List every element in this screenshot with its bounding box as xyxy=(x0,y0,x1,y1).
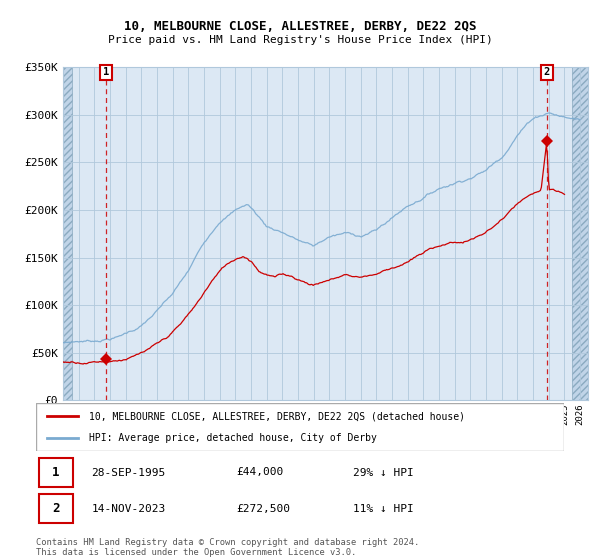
Text: 2: 2 xyxy=(544,67,550,77)
Bar xyxy=(63,67,73,400)
Text: Contains HM Land Registry data © Crown copyright and database right 2024.
This d: Contains HM Land Registry data © Crown c… xyxy=(36,538,419,557)
Text: £272,500: £272,500 xyxy=(236,504,290,514)
Text: 1: 1 xyxy=(52,466,59,479)
Text: 10, MELBOURNE CLOSE, ALLESTREE, DERBY, DE22 2QS: 10, MELBOURNE CLOSE, ALLESTREE, DERBY, D… xyxy=(124,20,476,34)
Text: 2: 2 xyxy=(52,502,59,515)
FancyBboxPatch shape xyxy=(36,403,564,451)
Text: £44,000: £44,000 xyxy=(236,468,284,478)
Text: Price paid vs. HM Land Registry's House Price Index (HPI): Price paid vs. HM Land Registry's House … xyxy=(107,35,493,45)
Text: 28-SEP-1995: 28-SEP-1995 xyxy=(91,468,166,478)
Text: 10, MELBOURNE CLOSE, ALLESTREE, DERBY, DE22 2QS (detached house): 10, MELBOURNE CLOSE, ALLESTREE, DERBY, D… xyxy=(89,411,465,421)
Text: 11% ↓ HPI: 11% ↓ HPI xyxy=(353,504,413,514)
FancyBboxPatch shape xyxy=(38,494,73,523)
Text: HPI: Average price, detached house, City of Derby: HPI: Average price, detached house, City… xyxy=(89,433,377,443)
FancyBboxPatch shape xyxy=(38,458,73,487)
Text: 14-NOV-2023: 14-NOV-2023 xyxy=(91,504,166,514)
Text: 29% ↓ HPI: 29% ↓ HPI xyxy=(353,468,413,478)
Text: 1: 1 xyxy=(103,67,109,77)
Bar xyxy=(572,67,588,400)
